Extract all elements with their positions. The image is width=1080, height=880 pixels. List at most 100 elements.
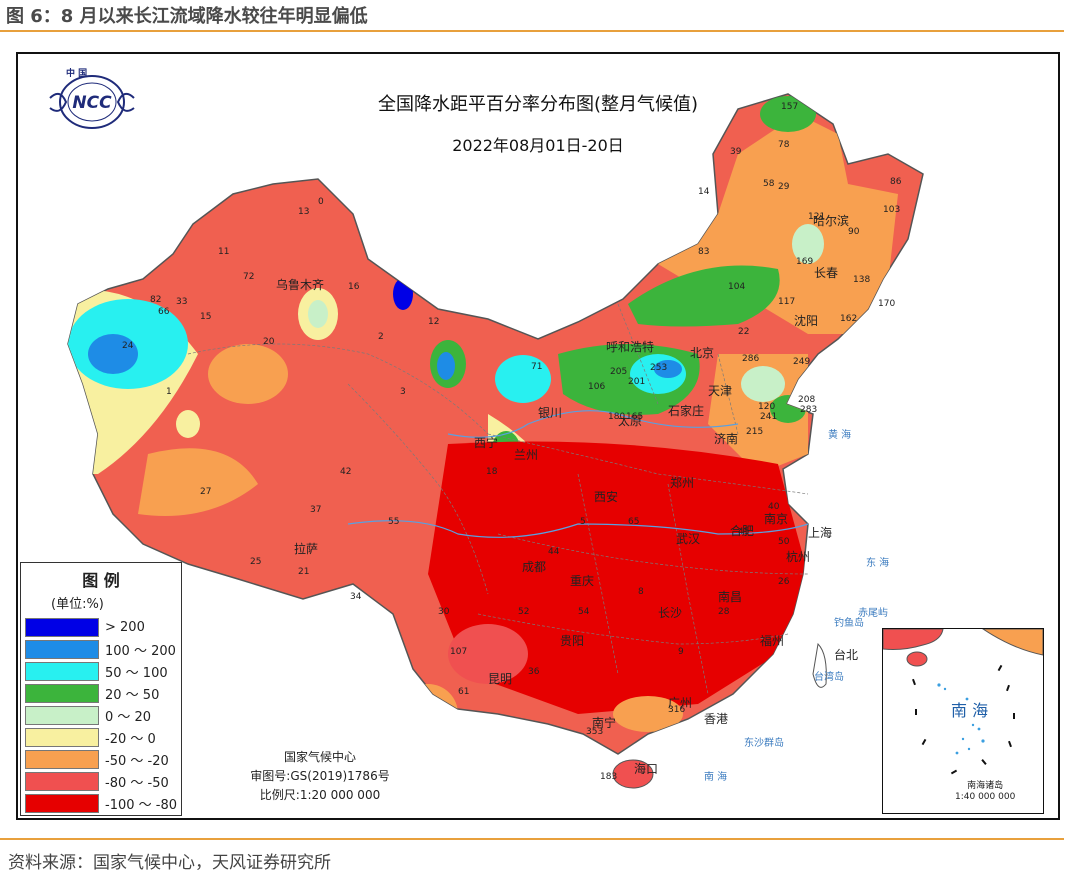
province-borders <box>187 303 809 695</box>
city-label: 哈尔滨 <box>813 214 850 228</box>
value-label: 208 <box>798 395 815 405</box>
figure-title: 图 6：8 月以来长江流域降水较往年明显偏低 <box>6 6 368 27</box>
value-label: 65 <box>628 517 639 527</box>
city-label: 南京 <box>764 512 789 526</box>
value-label: 37 <box>310 505 321 515</box>
legend-label: 100 ～ 200 <box>105 643 176 659</box>
value-label: 138 <box>853 275 870 285</box>
value-label: 66 <box>158 307 170 317</box>
value-label: 39 <box>730 147 742 157</box>
credit-scale: 比例尺:1:20 000 000 <box>259 788 381 802</box>
value-label: 45 <box>738 527 749 537</box>
value-label: 90 <box>848 227 860 237</box>
value-label: 78 <box>778 140 790 150</box>
value-label: 283 <box>800 405 817 415</box>
value-label: 201 <box>628 377 645 387</box>
legend-item: -20 ～ 0 <box>21 726 181 748</box>
ncc-logo-icon: NCC <box>49 75 135 129</box>
value-label: 82 <box>150 295 161 305</box>
legend-item: > 200 <box>21 616 181 638</box>
value-label: 205 <box>610 367 627 377</box>
credit-agency: 国家气候中心 <box>283 750 356 764</box>
value-label: 120 <box>758 402 775 412</box>
value-label: 15 <box>200 312 211 322</box>
value-label: 253 <box>650 363 667 373</box>
credit-review-number: 审图号:GS(2019)1786号 <box>250 769 390 783</box>
value-label: 26 <box>778 577 790 587</box>
value-label: 183 <box>600 772 617 782</box>
map-frame: 157 39 78 86 14 58 103 121 90 83 104 169… <box>16 52 1060 820</box>
city-label: 太原 <box>618 414 643 428</box>
rivers <box>347 410 809 538</box>
map-date: 2022年08月01日-20日 <box>452 136 624 155</box>
value-label: 9 <box>678 647 684 657</box>
legend-swatch <box>25 617 99 637</box>
hainan-island <box>612 759 654 789</box>
legend: 图 例 (单位:%) > 200 100 ～ 200 50 ～ 100 20 ～… <box>20 562 182 816</box>
city-label: 沈阳 <box>794 314 819 328</box>
value-label: 249 <box>793 357 810 367</box>
city-label: 呼和浩特 <box>606 340 655 354</box>
value-label: 36 <box>528 667 540 677</box>
legend-swatch <box>25 749 99 769</box>
city-label: 福州 <box>760 634 785 648</box>
ncc-logo: NCC <box>40 68 144 132</box>
south-china-sea-inset: 南 海 南海诸岛 1:40 000 000 <box>882 628 1044 814</box>
city-label: 合肥 <box>730 524 755 538</box>
legend-title: 图 例 <box>82 571 120 590</box>
city-label: 台北 <box>834 648 859 662</box>
value-label: 20 <box>263 337 275 347</box>
value-label: 180 <box>608 412 625 422</box>
value-label: 103 <box>883 205 900 215</box>
value-label: 40 <box>768 502 780 512</box>
value-label: 33 <box>176 297 187 307</box>
bottom-rule <box>0 838 1064 840</box>
value-label: 286 <box>742 354 759 364</box>
city-label: 长沙 <box>658 606 683 620</box>
value-label: 3 <box>400 387 406 397</box>
value-label: 50 <box>778 537 790 547</box>
value-label: 107 <box>450 647 467 657</box>
value-label: 42 <box>340 467 351 477</box>
taiwan-island <box>812 642 827 688</box>
value-label: 34 <box>350 592 362 602</box>
legend-item: -50 ～ -20 <box>21 748 181 770</box>
legend-unit: (单位:%) <box>51 597 104 612</box>
value-label: 52 <box>518 607 529 617</box>
value-label: 58 <box>763 179 775 189</box>
legend-label: 50 ～ 100 <box>105 665 168 681</box>
precip-map: 157 39 78 86 14 58 103 121 90 83 104 169… <box>67 93 924 789</box>
legend-item: 20 ～ 50 <box>21 682 181 704</box>
legend-swatch <box>25 683 99 703</box>
city-label: 拉萨 <box>294 542 319 556</box>
value-label: 71 <box>531 362 542 372</box>
city-label: 昆明 <box>488 672 513 686</box>
value-label: 165 <box>626 412 643 422</box>
legend-item: 100 ～ 200 <box>21 638 181 660</box>
value-label: 121 <box>808 212 825 222</box>
city-label: 杭州 <box>786 550 811 564</box>
value-label: 27 <box>200 487 211 497</box>
value-label: 21 <box>298 567 309 577</box>
city-label: 西宁 <box>474 436 499 450</box>
value-label: 5 <box>580 517 586 527</box>
value-label: 72 <box>243 272 254 282</box>
city-label: 广州 <box>668 696 693 710</box>
sea-label: 台湾岛 <box>814 672 844 683</box>
value-label: 28 <box>718 607 730 617</box>
city-label: 上海 <box>808 526 833 540</box>
sea-label: 东沙群岛 <box>744 738 784 749</box>
value-label: 30 <box>438 607 450 617</box>
map-title: 全国降水距平百分率分布图(整月气候值) <box>377 94 699 115</box>
inset-caption: 南海诸岛 1:40 000 000 <box>955 781 1015 803</box>
map-credits: 国家气候中心 审图号:GS(2019)1786号 比例尺:1:20 000 00… <box>240 748 400 805</box>
city-label: 济南 <box>714 432 739 446</box>
city-label: 长春 <box>814 266 839 280</box>
legend-label: 0 ～ 20 <box>105 709 152 725</box>
value-label: 162 <box>840 314 857 324</box>
city-label: 郑州 <box>670 476 695 490</box>
city-label: 西安 <box>594 490 619 504</box>
city-label: 银川 <box>538 406 563 420</box>
value-label: 22 <box>738 327 749 337</box>
city-label: 兰州 <box>514 448 539 462</box>
